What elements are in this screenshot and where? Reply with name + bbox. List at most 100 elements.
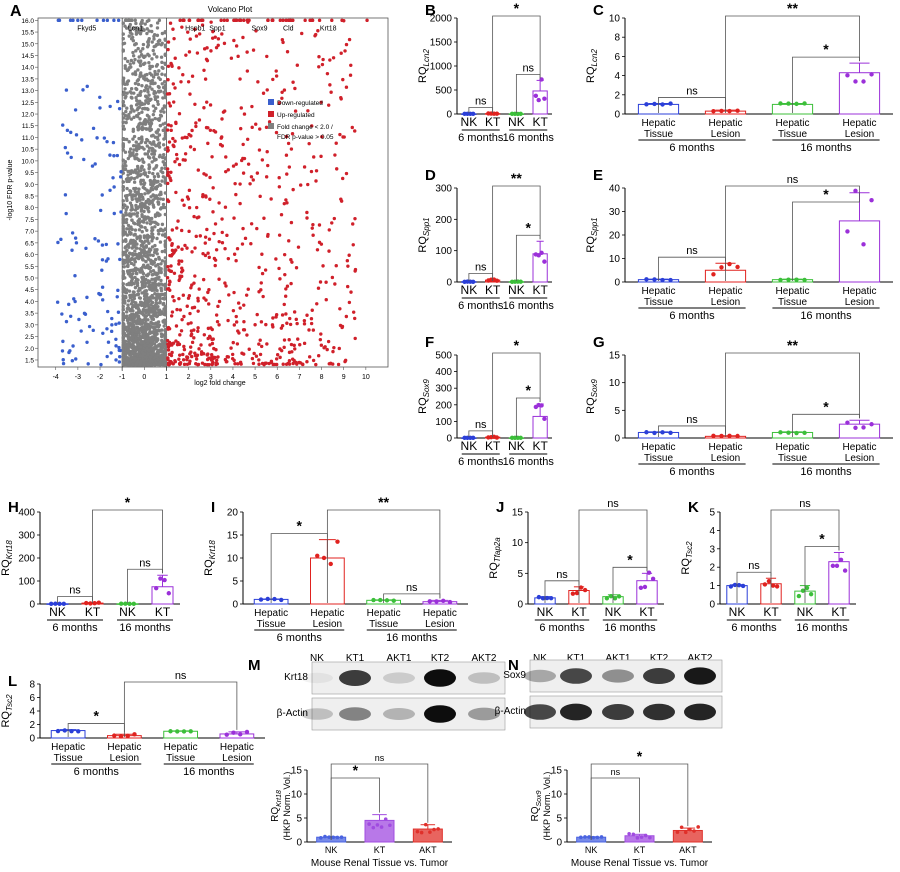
x-tick-label: 1: [165, 374, 169, 381]
data-point: [61, 601, 66, 607]
data-point: [168, 729, 173, 734]
not-significant-point: [156, 320, 161, 324]
not-significant-point: [152, 175, 157, 179]
down-regulated-point: [101, 331, 105, 335]
not-significant-point: [136, 27, 141, 31]
gene-label: Lcn1: [128, 25, 143, 32]
not-significant-point: [163, 45, 168, 49]
up-regulated-point: [181, 293, 186, 297]
up-regulated-point: [250, 104, 254, 109]
y-tick-label: 15: [227, 531, 239, 542]
not-significant-point: [160, 72, 164, 76]
down-regulated-point: [63, 193, 68, 197]
not-significant-point: [158, 297, 162, 301]
up-regulated-point: [331, 362, 335, 366]
category-label: Lesion: [222, 753, 251, 764]
significance-label: ns: [475, 261, 487, 273]
not-significant-point: [160, 166, 164, 170]
data-point: [838, 557, 844, 562]
down-regulated-point: [102, 136, 107, 140]
gene-label: Fkyd5: [77, 25, 96, 32]
not-significant-point: [130, 218, 134, 222]
data-point: [188, 729, 193, 734]
category-label: KT: [155, 605, 171, 619]
significance-label: ns: [406, 582, 418, 594]
not-significant-point: [145, 228, 149, 233]
not-significant-point: [121, 362, 125, 367]
not-significant-point: [138, 202, 143, 206]
down-regulated-point: [117, 360, 122, 364]
data-point: [327, 835, 331, 839]
not-significant-point: [125, 310, 129, 314]
data-point: [55, 728, 61, 734]
not-significant-point: [138, 121, 142, 125]
data-point: [76, 729, 81, 734]
category-label: Tissue: [778, 129, 808, 140]
not-significant-point: [161, 122, 165, 126]
not-significant-point: [145, 346, 149, 351]
up-regulated-point: [208, 103, 213, 107]
data-point: [427, 599, 432, 604]
panel-letter: K: [688, 499, 699, 516]
significance-label: ns: [686, 414, 698, 426]
x-tick-label: -2: [97, 374, 103, 381]
up-regulated-point: [280, 90, 284, 95]
significance-label: *: [94, 708, 100, 724]
not-significant-point: [146, 43, 151, 47]
not-significant-point: [127, 281, 131, 286]
up-regulated-point: [258, 127, 262, 131]
not-significant-point: [156, 358, 160, 362]
up-regulated-point: [320, 135, 324, 139]
up-regulated-point: [343, 358, 348, 363]
blot-band: [301, 708, 333, 720]
up-regulated-point: [207, 302, 211, 306]
data-point: [542, 96, 547, 101]
data-point: [132, 732, 137, 737]
not-significant-point: [126, 156, 131, 161]
not-significant-point: [163, 62, 168, 67]
not-significant-point: [143, 106, 147, 111]
y-axis-label: RQTsc2: [0, 694, 14, 728]
not-significant-point: [138, 300, 143, 304]
not-significant-point: [130, 207, 135, 212]
not-significant-point: [147, 202, 152, 206]
up-regulated-point: [344, 171, 349, 176]
data-point: [727, 433, 732, 438]
not-significant-point: [148, 351, 153, 356]
not-significant-point: [158, 240, 163, 244]
y-tick-label: 7.0: [25, 229, 34, 236]
not-significant-point: [150, 29, 154, 34]
not-significant-point: [160, 233, 165, 237]
group-label: 6 months: [669, 142, 715, 154]
up-regulated-point: [186, 30, 190, 34]
not-significant-point: [132, 176, 137, 181]
down-regulated-point: [64, 88, 69, 92]
down-regulated-point: [60, 312, 64, 316]
y-tick-label: 7.5: [25, 217, 34, 224]
up-regulated-point: [236, 301, 241, 305]
not-significant-point: [144, 318, 148, 322]
significance-bracket: [590, 763, 689, 840]
up-regulated-point: [217, 201, 221, 205]
y-axis-label-main: RQ: [203, 559, 215, 576]
not-significant-point: [157, 193, 162, 197]
up-regulated-point: [220, 135, 224, 139]
not-significant-point: [143, 171, 147, 175]
significance-bracket: [326, 509, 441, 603]
top-row-point: [281, 18, 285, 23]
data-point: [238, 732, 243, 737]
not-significant-point: [145, 265, 149, 269]
down-regulated-point: [64, 319, 69, 324]
not-significant-point: [134, 49, 138, 53]
y-tick-label: 300: [18, 531, 35, 542]
data-point: [719, 265, 724, 270]
y-axis-label: RQLcn2: [585, 49, 599, 83]
data-point: [770, 583, 776, 588]
group-label: 16 months: [386, 632, 438, 644]
up-regulated-point: [194, 121, 198, 125]
top-row-point: [197, 18, 201, 23]
down-regulated-point: [118, 355, 122, 359]
up-regulated-point: [264, 322, 268, 327]
not-significant-point: [148, 140, 152, 145]
